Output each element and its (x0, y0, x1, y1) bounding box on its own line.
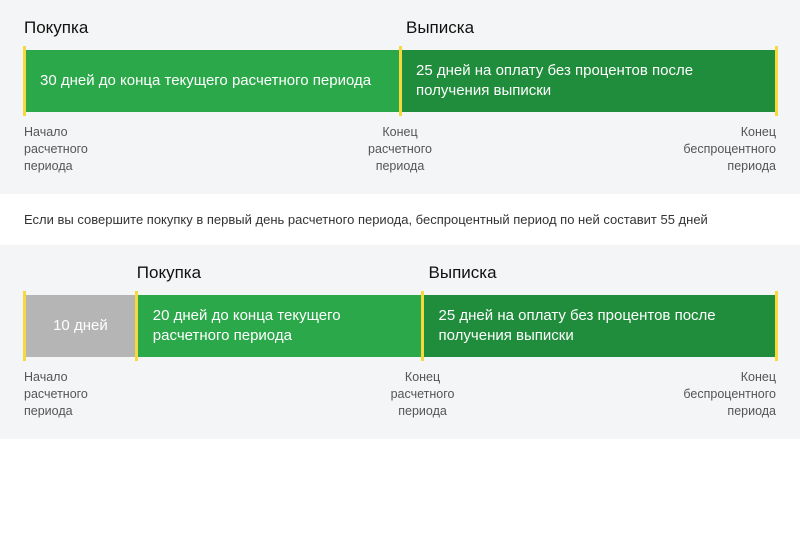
tick-marker (775, 291, 778, 361)
segment-period: 25 дней на оплату без процентов после по… (400, 50, 776, 112)
timeline-panel-1: Покупка Выписка 30 дней до конца текущег… (0, 0, 800, 194)
tick-marker (399, 46, 402, 116)
timeline-bar-2: 10 дней20 дней до конца текущего расчетн… (24, 295, 776, 357)
top-labels-1: Покупка Выписка (24, 18, 776, 44)
purchase-label-1: Покупка (24, 18, 88, 38)
bottom-label-end-2: Конецбеспроцентногопериода (683, 369, 776, 420)
tick-marker (23, 46, 26, 116)
bottom-label-end-1: Конецбеспроцентногопериода (683, 124, 776, 175)
statement-label-1: Выписка (406, 18, 474, 38)
top-labels-2: Покупка Выписка (24, 263, 776, 289)
segment-period: 25 дней на оплату без процентов после по… (423, 295, 776, 357)
caption-text: Если вы совершите покупку в первый день … (0, 194, 800, 245)
statement-label-2: Выписка (429, 263, 497, 283)
timeline-panel-2: Покупка Выписка 10 дней20 дней до конца … (0, 245, 800, 439)
bottom-label-mid-1: Конецрасчетногопериода (368, 124, 432, 175)
segment-elapsed: 10 дней (24, 295, 137, 357)
bottom-labels-2: Началорасчетногопериода Конецрасчетногоп… (24, 365, 776, 425)
timeline-bar-1: 30 дней до конца текущего расчетного пер… (24, 50, 776, 112)
tick-marker (421, 291, 424, 361)
tick-marker (23, 291, 26, 361)
bottom-label-start-2: Началорасчетногопериода (24, 369, 88, 420)
purchase-label-2: Покупка (137, 263, 201, 283)
segment-period: 30 дней до конца текущего расчетного пер… (24, 50, 400, 112)
bottom-label-mid-2: Конецрасчетногопериода (391, 369, 455, 420)
tick-marker (775, 46, 778, 116)
bottom-label-start-1: Началорасчетногопериода (24, 124, 88, 175)
segment-period: 20 дней до конца текущего расчетного пер… (137, 295, 423, 357)
bottom-labels-1: Началорасчетногопериода Конецрасчетногоп… (24, 120, 776, 180)
tick-marker (135, 291, 138, 361)
